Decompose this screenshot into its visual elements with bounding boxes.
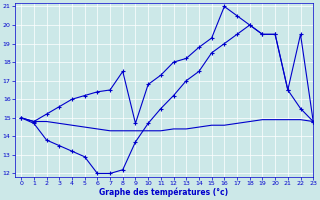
X-axis label: Graphe des températures (°c): Graphe des températures (°c) <box>100 188 228 197</box>
